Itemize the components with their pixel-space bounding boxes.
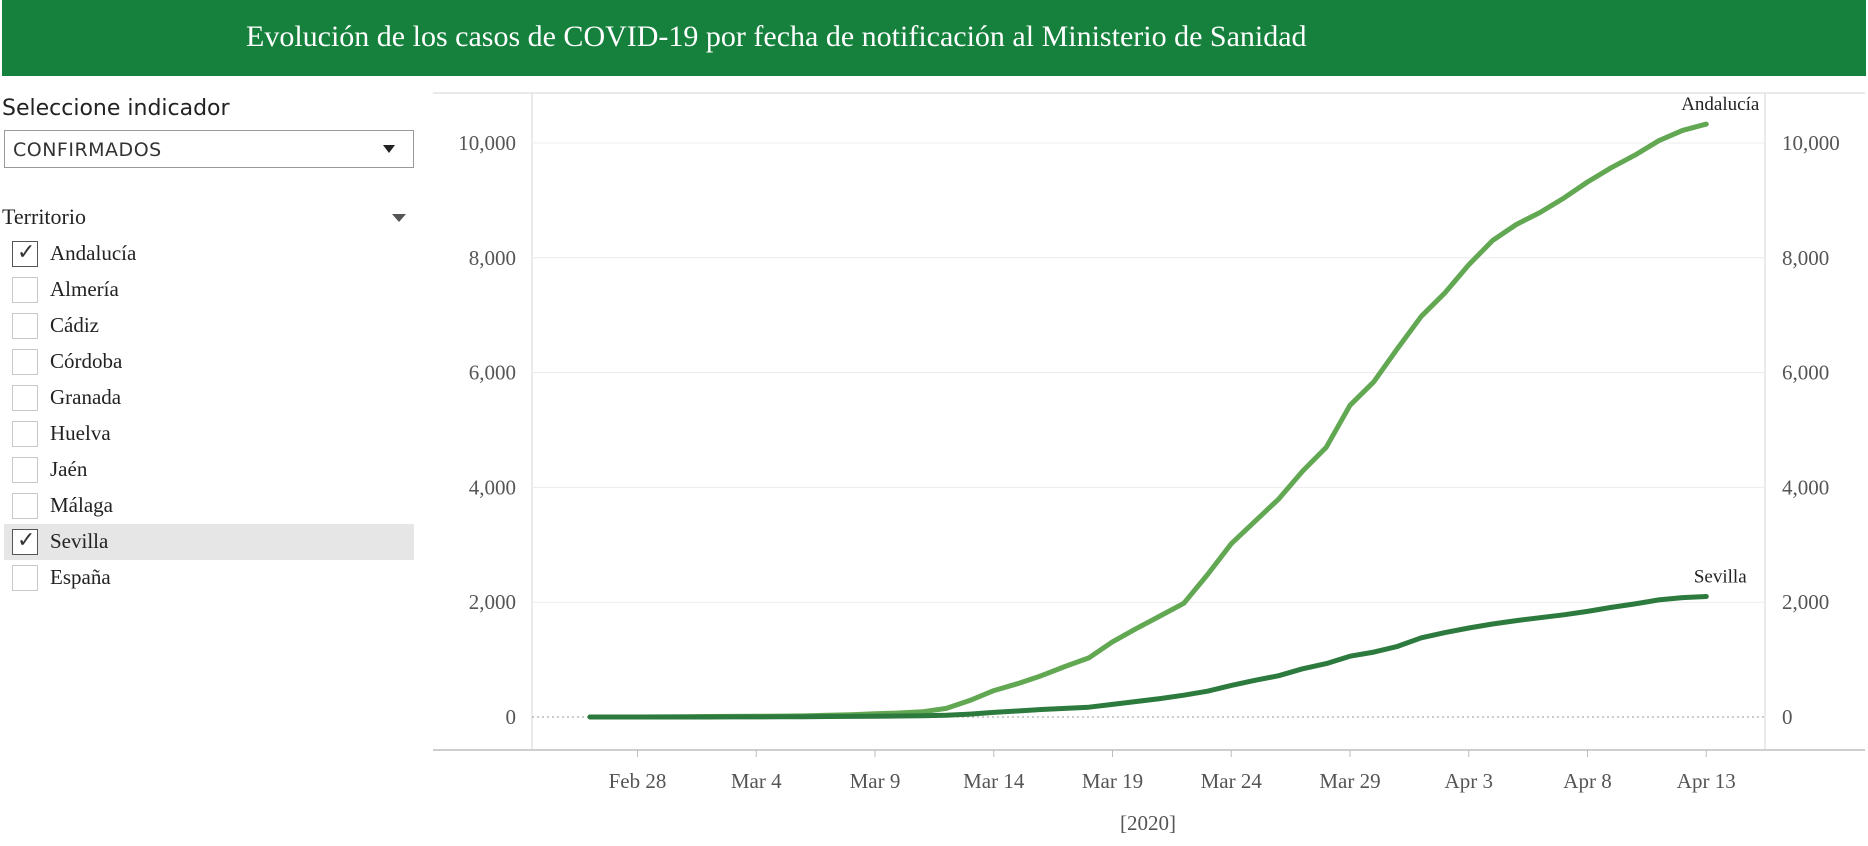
y-tick-label-right: 2,000 <box>1782 590 1829 614</box>
checkbox[interactable] <box>12 349 38 375</box>
chevron-down-icon <box>383 145 395 153</box>
x-tick-label: Feb 28 <box>609 769 667 793</box>
territory-item-label: Huelva <box>50 421 111 445</box>
indicator-value: CONFIRMADOS <box>13 139 162 161</box>
y-tick-label-left: 2,000 <box>469 590 516 614</box>
y-tick-label-right: 4,000 <box>1782 475 1829 499</box>
x-tick-label: Mar 19 <box>1082 769 1143 793</box>
x-tick-label: Mar 9 <box>850 769 901 793</box>
territory-item[interactable]: Córdoba <box>4 344 414 380</box>
territory-item[interactable]: Jaén <box>4 452 414 488</box>
checkbox[interactable] <box>12 385 38 411</box>
territory-item-label: Jaén <box>50 457 88 481</box>
territory-item-label: Cádiz <box>50 313 99 337</box>
series-line-andalucia <box>587 121 1709 720</box>
y-tick-label-left: 4,000 <box>469 475 516 499</box>
checkbox[interactable] <box>12 457 38 483</box>
territory-item-label: Almería <box>50 277 119 301</box>
territory-item-label: Córdoba <box>50 349 123 373</box>
x-tick-label: Mar 29 <box>1319 769 1380 793</box>
territory-label: Territorio <box>2 204 86 229</box>
territory-item[interactable]: España <box>4 560 414 596</box>
territory-item-label: Sevilla <box>50 529 109 553</box>
x-tick-label: Mar 24 <box>1201 769 1263 793</box>
checkmark-icon: ✓ <box>17 528 36 553</box>
y-tick-label-right: 0 <box>1782 705 1793 729</box>
territory-item[interactable]: ✓ Sevilla <box>4 524 414 560</box>
x-tick-label: Apr 3 <box>1445 769 1493 793</box>
territory-item[interactable]: Huelva <box>4 416 414 452</box>
x-axis-label: [2020] <box>1120 811 1176 835</box>
series-line-sevilla <box>587 594 1709 720</box>
checkmark-icon: ✓ <box>17 240 36 265</box>
y-tick-label-right: 10,000 <box>1782 131 1840 155</box>
y-tick-label-left: 0 <box>506 705 517 729</box>
series-end-label: Sevilla <box>1694 566 1747 587</box>
checkbox[interactable] <box>12 421 38 447</box>
header-bar: Evolución de los casos de COVID-19 por f… <box>2 0 1866 76</box>
checkbox[interactable] <box>12 565 38 591</box>
y-tick-label-right: 8,000 <box>1782 246 1829 270</box>
checkbox[interactable] <box>12 493 38 519</box>
checkbox[interactable]: ✓ <box>12 240 38 267</box>
y-tick-label-left: 6,000 <box>469 361 516 385</box>
x-tick-label: Mar 14 <box>963 769 1025 793</box>
territory-item[interactable]: ✓ Andalucía <box>4 236 414 272</box>
territory-item-label: Granada <box>50 385 122 409</box>
territory-item[interactable]: Cádiz <box>4 308 414 344</box>
series-end-label: Andalucía <box>1681 94 1760 115</box>
indicator-label: Seleccione indicador <box>2 96 230 121</box>
x-tick-label: Apr 13 <box>1677 769 1736 793</box>
y-tick-label-right: 6,000 <box>1782 361 1829 385</box>
checkbox[interactable]: ✓ <box>12 528 38 555</box>
page-title: Evolución de los casos de COVID-19 por f… <box>246 20 1307 53</box>
x-tick-label: Apr 8 <box>1563 769 1611 793</box>
territory-list: ✓ Andalucía Almería Cádiz Córdoba Granada Huel… <box>4 236 414 596</box>
territory-menu-caret-icon[interactable] <box>392 214 406 222</box>
checkbox[interactable] <box>12 277 38 303</box>
y-tick-label-left: 10,000 <box>458 131 516 155</box>
territory-item-label: España <box>50 565 111 589</box>
territory-item[interactable]: Almería <box>4 272 414 308</box>
checkbox[interactable] <box>12 313 38 339</box>
territory-item[interactable]: Málaga <box>4 488 414 524</box>
territory-item-label: Andalucía <box>50 241 137 265</box>
indicator-dropdown[interactable]: CONFIRMADOS <box>4 130 414 168</box>
territory-item[interactable]: Granada <box>4 380 414 416</box>
x-tick-label: Mar 4 <box>731 769 782 793</box>
y-tick-label-left: 8,000 <box>469 246 516 270</box>
territory-item-label: Málaga <box>50 493 113 517</box>
